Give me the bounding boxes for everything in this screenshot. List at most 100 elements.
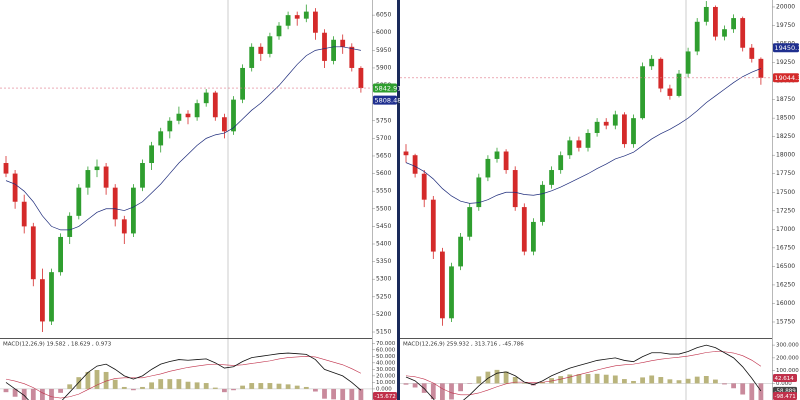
candle-body <box>476 177 482 208</box>
histogram-bar <box>140 386 145 389</box>
y-tick-label: 17000 <box>776 226 795 233</box>
candle-body <box>185 113 191 118</box>
histogram-bar <box>485 371 491 384</box>
candle-body <box>567 140 573 156</box>
y-tick-label: 20.000 <box>376 373 396 379</box>
histogram-bar <box>667 379 673 384</box>
indicator-pane <box>0 352 372 400</box>
histogram-bar <box>294 385 300 389</box>
candle-body <box>194 103 200 118</box>
candle-body <box>521 207 527 252</box>
y-tick-label: 6000 <box>376 29 391 36</box>
histogram-bar <box>231 388 236 391</box>
y-tick-label: 5200 <box>376 311 391 318</box>
candle-body <box>649 58 655 67</box>
candle-body <box>49 272 54 322</box>
indicator-label: MACD(12,26,9) 259.932 , 313.716 , -45.78… <box>403 342 524 348</box>
indicator-label: MACD(12,26,9) 19.582 , 18.629 , 0.973 <box>3 342 112 348</box>
histogram-bar <box>449 383 454 400</box>
indicator-tag <box>773 391 797 400</box>
histogram-bar <box>322 388 327 399</box>
price-tag-label: 19450.17 <box>775 44 800 52</box>
candle-body <box>94 166 100 171</box>
y-tick-label: 15750 <box>776 318 795 325</box>
histogram-bar <box>240 385 245 389</box>
indicator-tag-label: 42.614 <box>775 376 795 382</box>
histogram-bar <box>194 382 200 389</box>
candle-body <box>558 155 564 171</box>
candle-body <box>40 279 45 322</box>
histogram-bar <box>121 386 127 389</box>
candle-body <box>222 117 227 132</box>
histogram-bar <box>40 388 45 400</box>
histogram-bar <box>576 374 582 384</box>
candle-body <box>58 236 63 273</box>
indicator-tag <box>773 373 797 382</box>
histogram-bar <box>749 383 755 400</box>
candle-body <box>531 221 536 252</box>
candle-body <box>21 201 27 227</box>
histogram-bar <box>58 388 63 393</box>
histogram-bar <box>558 376 564 384</box>
histogram-bar <box>676 380 682 384</box>
candle-body <box>67 215 73 237</box>
histogram-bar <box>185 381 191 389</box>
candle-body <box>412 155 418 174</box>
y-tick-label: 17750 <box>776 170 795 177</box>
signal-line <box>405 351 762 396</box>
y-tick-label: 5750 <box>376 117 391 124</box>
histogram-bar <box>94 370 100 389</box>
candle-body <box>576 140 582 148</box>
candle-body <box>722 29 727 37</box>
macd-line <box>5 352 362 400</box>
candle-body <box>731 18 736 30</box>
panel-divider <box>397 0 400 400</box>
candle-body <box>703 6 709 22</box>
candle-body <box>231 99 236 132</box>
y-tick-label: 300.000 <box>776 343 799 349</box>
candle-body <box>121 219 127 234</box>
candle-body <box>503 151 509 171</box>
candle-body <box>467 207 473 237</box>
candle-body <box>740 18 746 48</box>
histogram-bar <box>594 373 600 384</box>
histogram-bar <box>285 384 291 389</box>
y-tick-label: 19250 <box>776 59 795 66</box>
y-tick-label: 5450 <box>376 223 391 230</box>
y-tick-label: 17250 <box>776 207 795 214</box>
y-tick-label: 5600 <box>376 170 391 177</box>
histogram-bar <box>694 376 700 384</box>
histogram-bar <box>67 384 73 389</box>
histogram-bar <box>458 383 463 392</box>
y-tick-label: 30.000 <box>376 367 396 373</box>
candle-body <box>512 170 518 208</box>
histogram-bar <box>649 375 655 384</box>
histogram-bar <box>403 383 409 385</box>
histogram-bar <box>131 388 136 391</box>
histogram-bar <box>731 383 736 389</box>
histogram-bar <box>467 383 473 384</box>
candle-body <box>131 187 136 234</box>
candle-body <box>340 39 346 47</box>
price-tag <box>773 73 799 83</box>
price-tag <box>773 43 799 53</box>
y-tick-label: 16750 <box>776 244 795 251</box>
candle-body <box>322 32 327 61</box>
candle-body <box>276 25 282 37</box>
candle-body <box>494 151 500 159</box>
histogram-bar <box>703 376 709 384</box>
candle-body <box>758 58 764 78</box>
candle-body <box>440 251 445 319</box>
y-tick-label: 0.000 <box>776 381 792 387</box>
histogram-bar <box>540 382 545 384</box>
candle-body <box>303 11 309 19</box>
histogram-bar <box>313 388 318 392</box>
histogram-bar <box>349 388 355 400</box>
y-tick-label: 60.000 <box>376 347 396 353</box>
candle-body <box>349 46 355 68</box>
candle-body <box>285 15 291 26</box>
y-tick-label: 5900 <box>376 64 391 71</box>
candle-body <box>313 11 318 33</box>
histogram-bar <box>76 377 82 389</box>
